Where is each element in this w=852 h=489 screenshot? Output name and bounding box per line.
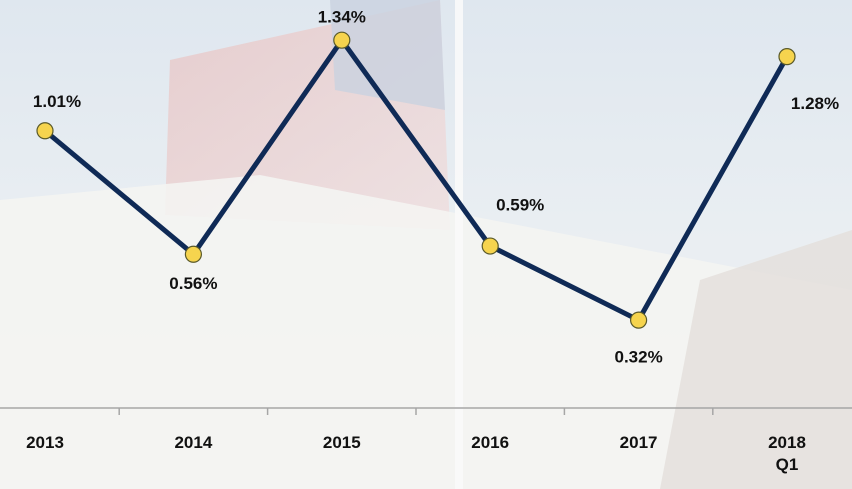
x-tick-label: 2013 — [26, 433, 64, 452]
data-point — [333, 31, 351, 49]
data-point — [184, 245, 202, 263]
x-tick-label: 2018 Q1 — [768, 433, 806, 474]
x-tick-label: 2017 — [619, 433, 658, 452]
x-tick-label: 2015 — [322, 433, 361, 452]
data-label: 0.56% — [169, 274, 217, 293]
data-label: 1.01% — [33, 92, 81, 111]
data-label: 1.34% — [318, 8, 366, 27]
series-line — [43, 37, 790, 323]
data-point — [629, 311, 648, 329]
data-label: 0.59% — [496, 196, 544, 215]
background-pole — [455, 0, 463, 489]
data-point — [778, 48, 796, 66]
background-roof — [660, 230, 852, 489]
data-point — [36, 122, 54, 140]
background-flag-canton — [330, 0, 445, 110]
x-tick-label: 2014 — [174, 433, 213, 452]
data-label: 1.28% — [791, 94, 839, 113]
x-tick-label: 2016 — [471, 433, 510, 452]
background-building — [0, 175, 852, 489]
data-label: 0.32% — [614, 348, 662, 367]
data-point — [481, 237, 499, 255]
